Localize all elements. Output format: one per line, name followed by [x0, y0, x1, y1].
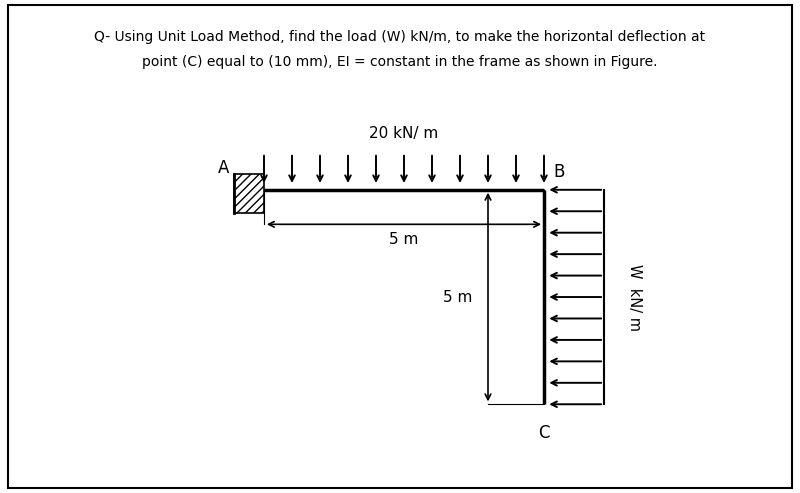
Text: C: C: [538, 424, 550, 442]
Text: point (C) equal to (10 mm), EI = constant in the frame as shown in Figure.: point (C) equal to (10 mm), EI = constan…: [142, 55, 658, 69]
Text: A: A: [218, 159, 230, 177]
Text: 5 m: 5 m: [390, 232, 418, 246]
Text: Q- Using Unit Load Method, find the load (W) kN/m, to make the horizontal deflec: Q- Using Unit Load Method, find the load…: [94, 30, 706, 44]
Bar: [234, 174, 264, 213]
Text: 20 kN/ m: 20 kN/ m: [370, 126, 438, 141]
Text: 5 m: 5 m: [442, 289, 472, 305]
Text: W  kN/ m: W kN/ m: [627, 264, 642, 330]
Text: B: B: [554, 163, 565, 181]
